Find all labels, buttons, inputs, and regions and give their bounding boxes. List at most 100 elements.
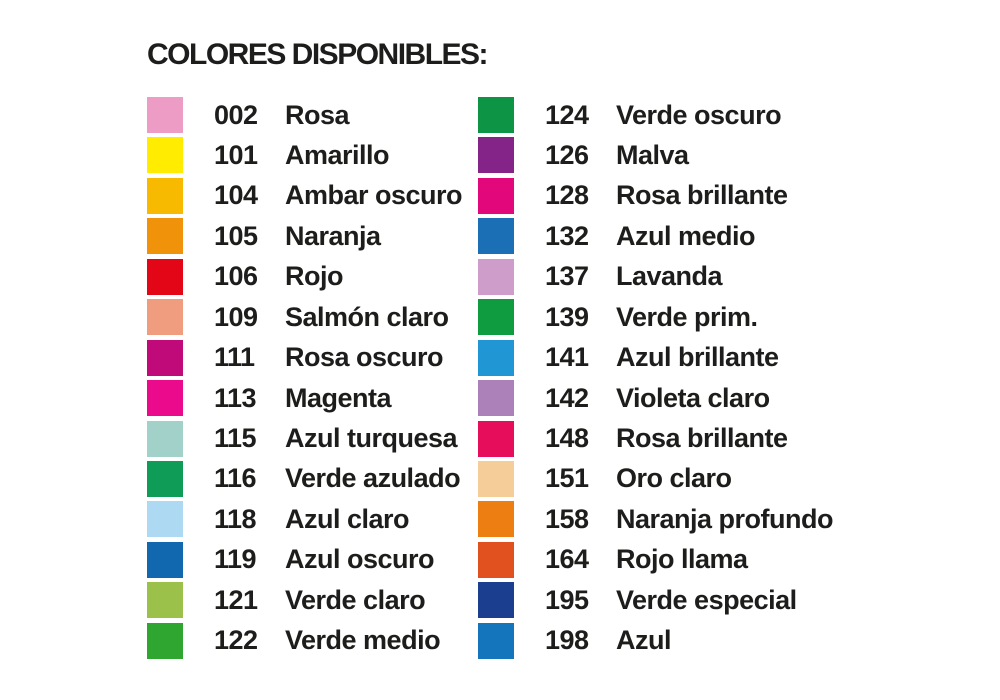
- color-name: Rosa brillante: [616, 180, 788, 211]
- color-name: Rosa: [285, 99, 350, 130]
- color-code: 164: [545, 544, 589, 575]
- color-code: 195: [545, 584, 589, 615]
- color-code: 124: [545, 99, 589, 130]
- color-code: 002: [214, 99, 258, 130]
- color-row: 106 Rojo: [147, 258, 462, 295]
- color-row: 139 Verde prim.: [478, 299, 833, 336]
- color-name: Salmón claro: [285, 301, 449, 332]
- color-row: 132 Azul medio: [478, 218, 833, 255]
- color-swatch: [478, 218, 514, 255]
- color-code: 104: [214, 180, 258, 211]
- color-row: 137 Lavanda: [478, 258, 833, 295]
- color-row: 111 Rosa oscuro: [147, 339, 462, 376]
- color-swatch: [147, 501, 183, 538]
- color-name: Oro claro: [616, 463, 732, 494]
- color-swatch: [147, 582, 183, 619]
- color-swatch: [478, 380, 514, 417]
- color-row: 104 Ambar oscuro: [147, 177, 463, 214]
- color-code: 132: [545, 220, 589, 251]
- color-name: Malva: [616, 139, 689, 170]
- color-swatch: [147, 258, 183, 295]
- color-row: 128 Rosa brillante: [478, 177, 833, 214]
- color-name: Rosa brillante: [616, 423, 788, 453]
- color-swatch: [147, 380, 183, 417]
- color-row: 164 Rojo llama: [478, 541, 833, 578]
- color-name: Verde oscuro: [616, 99, 782, 130]
- color-swatch: [478, 622, 514, 659]
- color-name: Violeta claro: [616, 382, 770, 413]
- color-swatch: [147, 177, 183, 214]
- color-code: 106: [214, 261, 258, 292]
- color-row: 151 Oro claro: [478, 460, 833, 497]
- color-code: 158: [545, 503, 589, 534]
- color-row: 141 Azul brillante: [478, 339, 833, 376]
- color-name: Azul claro: [285, 503, 410, 534]
- color-swatch: [478, 258, 514, 295]
- color-row: 198 Azul: [478, 622, 833, 659]
- color-swatch: [147, 460, 183, 497]
- color-code: 139: [545, 301, 589, 332]
- color-name: Naranja profundo: [616, 503, 834, 534]
- color-code: 119: [214, 544, 257, 575]
- color-code: 122: [214, 625, 258, 656]
- color-row: 124 Verde oscuro: [478, 97, 833, 133]
- color-swatch: [147, 622, 183, 659]
- color-name: Verde claro: [285, 584, 426, 615]
- color-code: 109: [214, 301, 258, 332]
- color-list-right: 124 Verde oscuro 126 Malva 128 Rosa bril…: [478, 97, 834, 663]
- color-name: Azul turquesa: [285, 423, 458, 453]
- color-row: 126 Malva: [478, 137, 833, 174]
- color-row: 195 Verde especial: [478, 582, 833, 619]
- color-name: Naranja: [285, 220, 381, 251]
- color-name: Azul brillante: [616, 342, 779, 373]
- color-swatch: [478, 541, 514, 578]
- color-name: Verde especial: [616, 584, 797, 615]
- color-swatch: [147, 218, 183, 255]
- color-swatch: [147, 420, 183, 457]
- color-swatch: [147, 339, 183, 376]
- color-row: 122 Verde medio: [147, 622, 462, 659]
- color-row: 148 Rosa brillante: [478, 420, 833, 457]
- color-swatch: [147, 299, 183, 336]
- color-code: 148: [545, 423, 589, 453]
- color-code: 105: [214, 220, 258, 251]
- color-swatch: [478, 97, 514, 133]
- color-swatch: [478, 137, 514, 174]
- color-code: 101: [214, 139, 258, 170]
- color-code: 113: [214, 382, 257, 413]
- color-code: 142: [545, 382, 589, 413]
- color-row: 118 Azul claro: [147, 501, 462, 538]
- color-code: 116: [214, 463, 257, 494]
- color-code: 151: [545, 463, 589, 494]
- color-name: Amarillo: [285, 139, 390, 170]
- color-name: Rojo: [285, 261, 344, 292]
- color-code: 141: [545, 342, 589, 373]
- color-swatch: [478, 339, 514, 376]
- color-row: 142 Violeta claro: [478, 380, 833, 417]
- color-code: 126: [545, 139, 589, 170]
- color-name: Verde prim.: [616, 301, 758, 332]
- color-code: 111: [214, 342, 255, 373]
- color-row: 121 Verde claro: [147, 582, 462, 619]
- color-code: 121: [214, 584, 258, 615]
- color-name: Rosa oscuro: [285, 342, 444, 373]
- color-row: 105 Naranja: [147, 218, 462, 255]
- color-name: Ambar oscuro: [285, 180, 463, 211]
- color-swatch: [147, 541, 183, 578]
- color-row: 002 Rosa: [147, 97, 462, 133]
- color-name: Azul: [616, 625, 672, 656]
- color-row: 116 Verde azulado: [147, 460, 462, 497]
- color-list-left: 002 Rosa 101 Amarillo 104 Ambar oscuro 1…: [147, 97, 463, 663]
- color-row: 113 Magenta: [147, 380, 462, 417]
- color-name: Magenta: [285, 382, 392, 413]
- color-name: Verde medio: [285, 625, 441, 656]
- color-swatch: [147, 137, 183, 174]
- color-swatch: [478, 177, 514, 214]
- color-swatch: [478, 582, 514, 619]
- color-row: 119 Azul oscuro: [147, 541, 462, 578]
- color-code: 115: [214, 423, 257, 453]
- color-row: 109 Salmón claro: [147, 299, 462, 336]
- color-name: Lavanda: [616, 261, 723, 292]
- color-code: 128: [545, 180, 589, 211]
- page-title: COLORES DISPONIBLES:: [147, 38, 489, 71]
